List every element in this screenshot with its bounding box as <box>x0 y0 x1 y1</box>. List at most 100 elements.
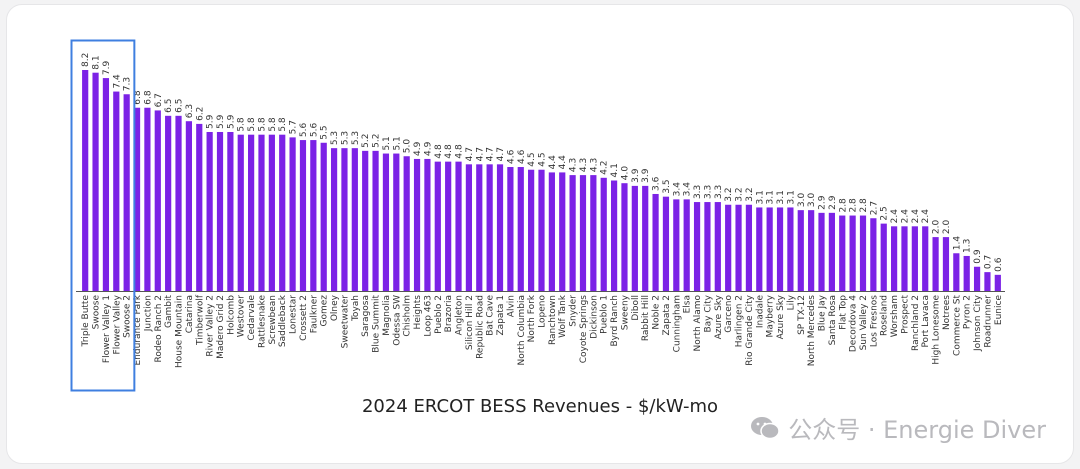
tick-label: Sweetwater <box>340 295 350 349</box>
data-label: 5.3 <box>330 131 340 145</box>
data-label: 4.5 <box>527 152 537 166</box>
data-label: 3.6 <box>652 176 662 191</box>
tick-label: Wolf Tank <box>558 294 568 338</box>
data-label: 3.4 <box>683 182 693 197</box>
bar <box>424 158 431 291</box>
data-label: 5.8 <box>237 117 247 132</box>
tick-label: Johnson City <box>973 294 983 352</box>
data-label: 4.3 <box>589 158 599 172</box>
data-label: 8.1 <box>92 55 102 69</box>
data-label: 1.4 <box>952 236 962 251</box>
data-label: 4.6 <box>506 149 516 164</box>
data-label: 4.8 <box>434 144 444 159</box>
tick-label: Santa Rosa <box>828 295 838 345</box>
data-label: 0.6 <box>994 257 1004 272</box>
bar <box>818 212 825 291</box>
tick-label: Flower Valley <box>112 294 122 354</box>
tick-label: Ranchtown <box>548 295 558 345</box>
tick-label: Republic Road <box>475 295 485 359</box>
tick-label: Flower Valley 1 <box>102 295 112 363</box>
data-label: 3.1 <box>755 190 765 204</box>
data-label: 2.0 <box>942 220 952 235</box>
bar <box>434 161 441 291</box>
tick-label: High Lonesome <box>932 295 942 365</box>
tick-label: Noble 2 <box>652 295 662 330</box>
data-label: 4.9 <box>413 141 423 156</box>
tick-label: Dickinson <box>589 295 599 339</box>
bar <box>797 210 804 291</box>
tick-label: Endurance Park <box>133 294 143 365</box>
tick-label: Cunningham <box>672 295 682 352</box>
data-label: 3.4 <box>672 182 682 197</box>
data-label: 3.3 <box>693 185 703 199</box>
data-label: 5.9 <box>206 114 216 129</box>
bar <box>569 175 576 291</box>
data-label: 2.8 <box>849 198 859 213</box>
bar <box>808 210 815 291</box>
tick-label: Swoose 2 <box>123 295 133 338</box>
data-label: 6.8 <box>143 90 153 105</box>
tick-label: Madero Grid 2 <box>216 295 226 359</box>
bar <box>662 196 670 291</box>
data-label: 4.7 <box>475 147 485 161</box>
tick-label: Azure Sky <box>776 294 786 339</box>
bar <box>994 274 1001 291</box>
data-label: 8.2 <box>81 53 91 67</box>
data-label: 5.7 <box>289 120 299 134</box>
bar <box>828 212 835 291</box>
bar <box>279 134 286 291</box>
tick-label: Roadrunner <box>983 295 993 348</box>
bar <box>942 237 950 291</box>
bar <box>362 150 369 291</box>
bar <box>953 253 960 291</box>
data-label: 4.1 <box>610 163 620 177</box>
tick-label: Westover <box>237 295 247 337</box>
data-label: 5.8 <box>268 117 278 132</box>
tick-label: Lonestar <box>289 295 299 334</box>
tick-label: Blue Summit <box>372 295 382 353</box>
bar <box>528 169 535 291</box>
watermark-text: 公众号 · Energie Diver <box>788 416 1046 444</box>
data-label: 4.2 <box>600 160 610 174</box>
bar <box>351 148 358 291</box>
tick-label: Triple Butte <box>81 295 91 348</box>
tick-label: Cedarvale <box>247 295 257 341</box>
data-label: 2.7 <box>869 201 879 215</box>
tick-label: Olney <box>330 294 340 321</box>
bar <box>289 137 296 291</box>
tick-label: Worsham <box>890 295 900 337</box>
tick-label: Elsa <box>683 295 693 313</box>
bar <box>766 207 773 291</box>
data-label: 5.6 <box>299 122 309 137</box>
tick-label: Lily <box>786 294 796 310</box>
tick-label: Pueblo 2 <box>434 295 444 334</box>
bar <box>839 215 846 291</box>
tick-label: Commerce St <box>952 295 962 356</box>
data-label: 4.3 <box>569 158 579 172</box>
tick-label: Bay City <box>703 294 713 332</box>
tick-label: North Columbia <box>517 295 527 366</box>
tick-label: Swoose <box>92 295 102 330</box>
data-label: 0.9 <box>973 249 983 264</box>
bar <box>673 199 680 291</box>
tick-label: Pyron 2 <box>963 295 973 329</box>
data-label: 4.8 <box>455 144 465 159</box>
bar <box>123 94 130 291</box>
bar <box>984 272 991 291</box>
bar <box>735 204 742 291</box>
tick-label: Holcomb <box>226 295 236 335</box>
data-label: 5.1 <box>382 136 392 150</box>
data-label: 6.7 <box>154 93 164 107</box>
tick-label: North Alamo <box>693 295 703 352</box>
bar <box>382 153 390 291</box>
bar <box>393 153 400 291</box>
tick-label: Saddleback <box>278 294 288 347</box>
bar <box>683 199 690 291</box>
bar <box>517 167 524 291</box>
bar <box>330 148 338 291</box>
bar <box>621 183 628 291</box>
data-label: 3.0 <box>797 193 807 208</box>
data-label: 2.4 <box>890 209 900 224</box>
bar <box>600 177 607 291</box>
data-label: 5.3 <box>340 131 350 145</box>
